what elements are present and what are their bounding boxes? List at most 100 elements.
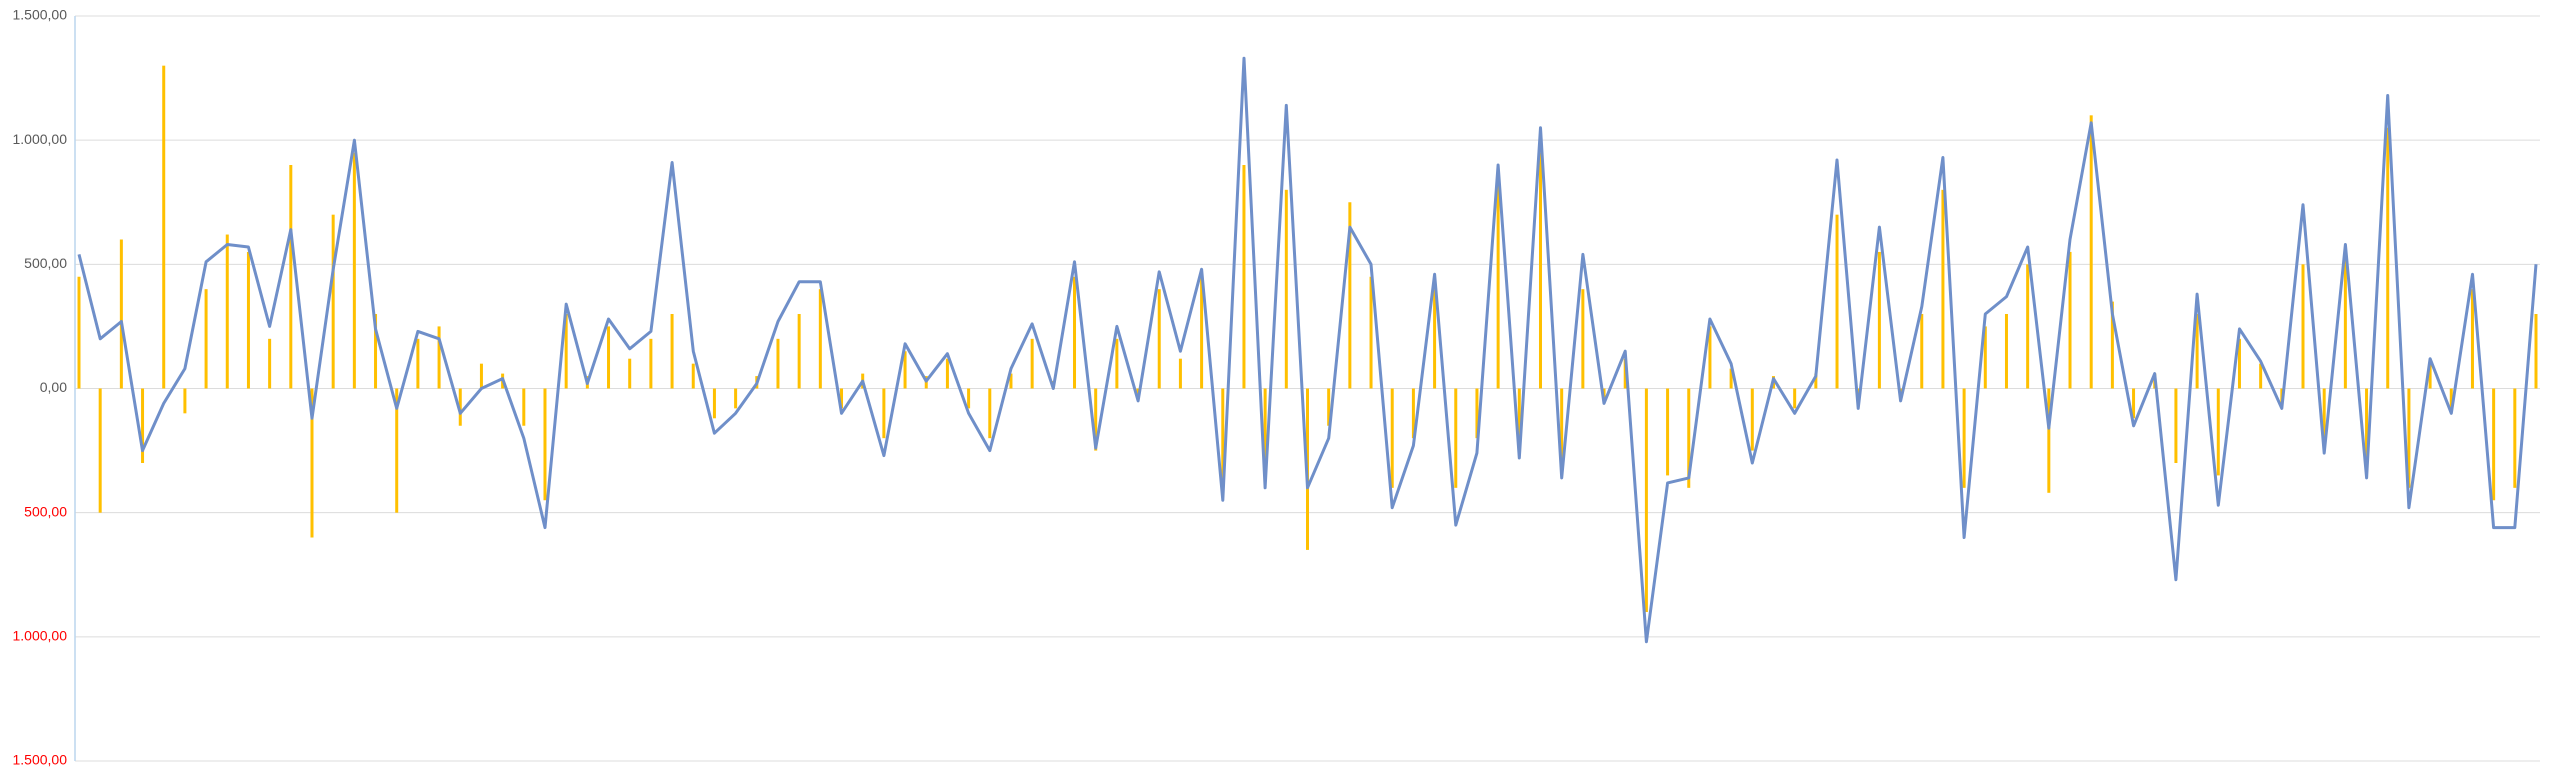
bar (2301, 264, 2305, 389)
bar (204, 289, 208, 389)
bar (2492, 388, 2496, 501)
bar (628, 358, 632, 389)
bar (2195, 314, 2199, 389)
bar (2322, 388, 2326, 439)
bar (2174, 388, 2178, 463)
bar (2449, 388, 2453, 409)
bar (98, 388, 102, 513)
bar (479, 363, 483, 389)
bar (268, 338, 272, 389)
bar (903, 351, 907, 389)
bar (2428, 363, 2432, 389)
bar (1729, 368, 1733, 389)
bar (818, 289, 822, 389)
bar (522, 388, 526, 426)
bar (2407, 388, 2411, 488)
bar (2386, 127, 2390, 389)
bar (225, 234, 229, 389)
bar (2513, 388, 2517, 488)
bar (437, 326, 441, 389)
bar (2470, 289, 2474, 389)
bar (1094, 388, 1098, 451)
bar (1200, 276, 1204, 389)
bar (1242, 165, 1246, 389)
bar (1793, 388, 1797, 409)
bar (2259, 363, 2263, 389)
bar (1157, 289, 1161, 389)
bar (1348, 202, 1352, 389)
bar (1750, 388, 1754, 451)
bar (1369, 276, 1373, 389)
bar (988, 388, 992, 439)
bar (2110, 301, 2114, 389)
bar (1835, 214, 1839, 389)
bar (2068, 251, 2072, 389)
bar (2089, 115, 2093, 389)
bar (1411, 388, 1415, 439)
bar (289, 165, 293, 389)
bar (1560, 388, 1564, 463)
bar (649, 338, 653, 389)
y-tick-label: 1.500,00 (13, 752, 68, 768)
bar (670, 314, 674, 389)
bar (1623, 358, 1627, 389)
bar (1390, 388, 1394, 488)
y-tick-label: 1.000,00 (13, 131, 68, 147)
line (77, 56, 2538, 644)
bar (1581, 289, 1585, 389)
bar (1644, 388, 1648, 612)
bar (1475, 388, 1479, 439)
bar (1708, 326, 1712, 389)
bar (2343, 251, 2347, 389)
bar (1517, 388, 1521, 451)
bar (945, 358, 949, 389)
bar (797, 314, 801, 389)
bar (1687, 388, 1691, 488)
bar (967, 388, 971, 409)
bar (2004, 314, 2008, 389)
bar (352, 152, 356, 389)
bar (1666, 388, 1670, 476)
y-tick-label: 1.500,00 (13, 7, 68, 23)
bar (246, 251, 250, 389)
y-tick-label: 500,00 (24, 255, 67, 271)
bar (543, 388, 547, 501)
bar (1538, 152, 1542, 389)
bar (1073, 276, 1077, 389)
bar (1962, 388, 1966, 488)
bar (1263, 388, 1267, 463)
bar (331, 214, 335, 389)
bar (374, 314, 378, 389)
bar (458, 388, 462, 426)
bar (1454, 388, 1458, 488)
bar (1284, 189, 1288, 389)
bar (882, 388, 886, 439)
bar (141, 388, 145, 463)
y-tick-label: 500,00 (24, 503, 67, 519)
bar (1115, 338, 1119, 389)
bar (607, 326, 611, 389)
bar (776, 338, 780, 389)
bar (840, 388, 844, 409)
bar (310, 388, 314, 538)
bar (2047, 388, 2051, 493)
bar (712, 388, 716, 419)
bar (1983, 326, 1987, 389)
bar (1009, 373, 1013, 389)
bar (395, 388, 399, 513)
bar (1327, 388, 1331, 426)
bar (1920, 314, 1924, 389)
bar (2216, 388, 2220, 476)
bar (2365, 388, 2369, 463)
bar (183, 388, 187, 414)
bar (691, 363, 695, 389)
bar (119, 239, 123, 389)
bar (1178, 358, 1182, 389)
bar (2237, 338, 2241, 389)
bar (162, 65, 166, 389)
bar (2534, 314, 2538, 389)
bar (2026, 264, 2030, 389)
bar (1433, 289, 1437, 389)
bar (734, 388, 738, 409)
